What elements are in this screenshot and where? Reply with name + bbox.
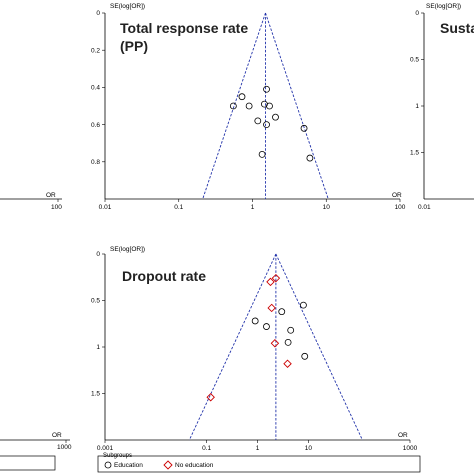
- y-tick-label: 1.5: [410, 150, 419, 157]
- legend-marker-no-education: [163, 460, 173, 470]
- panel-left-bottom: OR 1000: [0, 432, 72, 471]
- x-tick-label: 0.01: [418, 204, 431, 211]
- funnel-left-line: [188, 253, 277, 441]
- chart-title: Dropout rate: [122, 268, 206, 284]
- study-point-no-education: [271, 273, 281, 283]
- study-point: [258, 150, 266, 158]
- y-axis-label: SE(log[OR]): [110, 3, 145, 10]
- x-axis-label: OR: [392, 192, 402, 199]
- x-axis-label: OR: [52, 432, 62, 439]
- study-point: [266, 102, 273, 110]
- study-point: [306, 154, 314, 162]
- chart-title-line-1: Susta: [440, 20, 474, 36]
- study-point: [245, 102, 253, 110]
- study-point-education: [251, 317, 259, 325]
- x-tick-label: 1: [256, 445, 260, 452]
- y-tick-label: 1.5: [91, 391, 100, 398]
- x-tick-label: 0.1: [174, 204, 183, 211]
- x-tick-label: 0.01: [99, 204, 112, 211]
- study-point-education: [301, 352, 309, 360]
- y-tick-label: 0.2: [91, 47, 100, 54]
- legend-title: Subgroups: [103, 453, 132, 459]
- x-tick-label: 100: [51, 204, 62, 211]
- panel-left-top: OR 100: [0, 192, 62, 211]
- x-tick-label: 0.1: [202, 445, 211, 452]
- study-point: [229, 102, 237, 110]
- study-point: [254, 117, 262, 125]
- funnel-right-line: [275, 253, 363, 441]
- legend-label-education: Education: [114, 462, 143, 469]
- study-point-education: [287, 326, 295, 334]
- legend: Subgroups Education No education: [97, 453, 421, 473]
- x-axis-label: OR: [46, 192, 56, 199]
- y-tick-label: 0: [96, 10, 100, 17]
- y-tick-label: 0: [415, 10, 419, 17]
- funnel-right-line: [265, 12, 329, 200]
- study-point: [300, 124, 308, 132]
- chart-title-line-2: (PP): [120, 38, 148, 54]
- panel-dropout-rate: SE(log[OR]) OR Dropout rate 0 0.5 1 1.5 0.0…: [91, 246, 421, 473]
- study-point-no-education: [206, 392, 215, 402]
- y-tick-label: 0.5: [410, 57, 419, 64]
- panel-total-response-rate: SE(log[OR]) OR Total response rate (PP) …: [91, 3, 406, 211]
- x-axis-label: OR: [398, 432, 408, 439]
- legend-label-no-education: No education: [175, 462, 214, 469]
- legend-box-partial: [0, 455, 56, 471]
- y-tick-label: 1: [415, 103, 419, 110]
- study-point-no-education: [283, 359, 292, 368]
- y-tick-label: 0.4: [91, 85, 100, 92]
- y-tick-label: 0: [96, 251, 100, 258]
- y-tick-label: 1: [96, 344, 100, 351]
- y-axis-label: SE(log[OR]): [110, 246, 145, 253]
- study-point-no-education: [267, 303, 276, 313]
- x-tick-label: 0.001: [97, 445, 114, 452]
- x-tick-label: 1000: [403, 445, 418, 452]
- y-tick-label: 0.8: [91, 159, 100, 166]
- chart-title-line-1: Total response rate: [120, 20, 248, 36]
- y-axis-label: SE(log[OR]): [426, 3, 461, 10]
- study-point: [263, 85, 270, 93]
- study-point-no-education: [266, 277, 275, 287]
- study-point: [238, 93, 246, 101]
- x-tick-label: 100: [395, 204, 406, 211]
- funnel-left-line: [202, 12, 266, 200]
- study-point-no-education: [270, 339, 280, 348]
- study-point: [263, 121, 270, 128]
- x-tick-label: 10: [323, 204, 331, 211]
- study-point: [272, 113, 279, 121]
- study-point-education: [278, 308, 286, 316]
- x-tick-label: 1000: [57, 444, 72, 451]
- study-point-education: [263, 323, 270, 330]
- y-tick-label: 0.5: [91, 298, 100, 305]
- study-point-education: [284, 338, 292, 346]
- study-point-education: [300, 301, 307, 309]
- legend-box: [97, 455, 421, 473]
- legend-marker-education: [104, 461, 112, 469]
- y-tick-label: 0.6: [91, 122, 100, 129]
- panel-right-top: SE(log[OR]) Susta 0 0.5 1 1.5 0.01: [410, 3, 474, 211]
- x-tick-label: 1: [251, 204, 255, 211]
- x-tick-label: 10: [305, 445, 313, 452]
